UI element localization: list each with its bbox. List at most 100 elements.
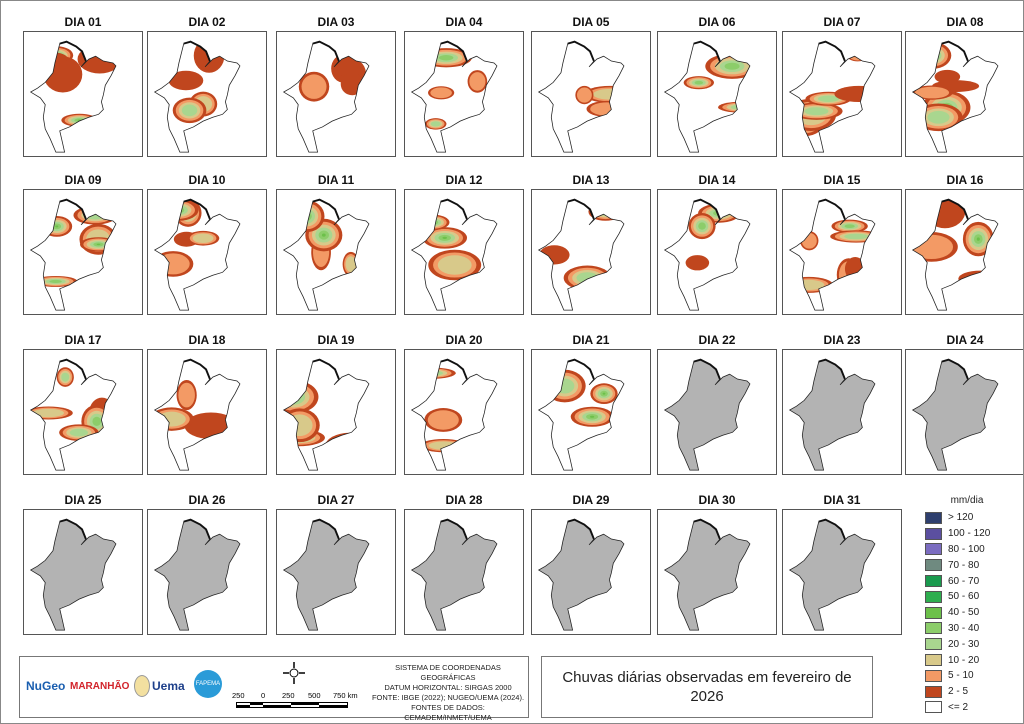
rain-area: [597, 207, 614, 216]
rain-area: [340, 72, 364, 96]
day-title: DIA 11: [317, 173, 355, 187]
rain-area: [55, 225, 59, 228]
rain-area: [218, 50, 227, 54]
maranhao-outline: [663, 41, 751, 153]
rain-area: [32, 408, 65, 418]
rain-area: [301, 74, 327, 99]
rain-area: [462, 279, 485, 288]
credit-line: FONTES DE DADOS: CEMADEM/INMET/UEMA: [404, 703, 492, 722]
day-title: DIA 03: [317, 15, 355, 29]
day-title: DIA 21: [572, 333, 610, 347]
day-map: [531, 31, 651, 157]
maranhao-outline: [537, 359, 625, 471]
maranhao-outline: [282, 199, 370, 311]
rain-area: [49, 279, 62, 283]
legend-item: 80 - 100: [925, 542, 1021, 558]
day-map: [404, 349, 524, 475]
day-map: [531, 189, 651, 315]
maranhao-outline: [282, 519, 370, 631]
day-map: [404, 189, 524, 315]
maranhao-outline: [537, 519, 625, 631]
rain-area: [421, 370, 443, 376]
day-map: [905, 31, 1023, 157]
legend-label: 20 - 30: [948, 638, 980, 650]
day-map: [782, 349, 902, 475]
maranhao-outline: [410, 519, 498, 631]
rain-area: [437, 255, 472, 275]
rain-area: [69, 428, 88, 437]
legend-swatch: [925, 622, 942, 635]
rain-area: [215, 49, 230, 56]
rain-area: [976, 237, 980, 241]
legend-label: 100 - 120: [948, 528, 991, 540]
day-map: [657, 509, 777, 635]
rain-area: [849, 52, 866, 61]
legend-swatch: [925, 590, 942, 603]
day-map: [276, 31, 396, 157]
rain-area: [429, 220, 439, 225]
day-map: [657, 31, 777, 157]
day-map: [905, 189, 1023, 315]
rain-area: [698, 222, 706, 230]
map-title-box: Chuvas diárias observadas em fevereiro d…: [541, 656, 873, 718]
rain-area: [321, 233, 326, 237]
map-credits: SISTEMA DE COORDENADAS GEOGRÁFICAS DATUM…: [370, 663, 526, 723]
day-title: DIA 20: [445, 333, 483, 347]
legend-item: 70 - 80: [925, 557, 1021, 573]
legend-swatch: [925, 638, 942, 651]
maranhao-outline: [282, 41, 370, 153]
scale-label: 0: [261, 691, 266, 700]
rain-area: [442, 236, 447, 239]
rain-area: [576, 272, 599, 284]
rain-area: [325, 432, 369, 460]
legend-label: 80 - 100: [948, 543, 985, 555]
legend-item: 60 - 70: [925, 573, 1021, 589]
day-map: [23, 349, 143, 475]
maranhao-outline: [788, 519, 876, 631]
legend-label: > 120: [948, 512, 974, 524]
legend-swatch: [925, 606, 942, 619]
day-title: DIA 02: [188, 15, 226, 29]
rain-area: [456, 277, 491, 290]
legend-item: 100 - 120: [925, 526, 1021, 542]
day-title: DIA 23: [823, 333, 861, 347]
legend-swatch: [925, 669, 942, 682]
legend-label: 40 - 50: [948, 607, 980, 619]
maranhao-outline: [29, 199, 117, 311]
scale-label: 500: [308, 691, 321, 700]
day-title: DIA 30: [698, 493, 736, 507]
maranhao-outline: [663, 519, 751, 631]
day-map: [23, 509, 143, 635]
rain-area: [539, 245, 570, 265]
credit-line: FONTE: IBGE (2022); NUGEO/UEMA (2024).: [371, 693, 525, 702]
maranhao-outline: [29, 519, 117, 631]
day-map: [23, 31, 143, 157]
day-title: DIA 07: [823, 15, 861, 29]
day-map: [147, 189, 267, 315]
day-title: DIA 05: [572, 15, 610, 29]
rain-area: [286, 414, 313, 437]
day-title: DIA 13: [572, 173, 610, 187]
maranhao-outline: [911, 41, 999, 153]
scale-bar: [236, 702, 348, 708]
legend-swatch: [925, 527, 942, 540]
day-title: DIA 04: [445, 15, 483, 29]
day-map: [147, 349, 267, 475]
rain-area: [305, 214, 309, 218]
day-map: [657, 189, 777, 315]
maranhao-outline: [153, 199, 241, 311]
legend-item: 10 - 20: [925, 652, 1021, 668]
rain-area: [92, 416, 102, 427]
north-arrow-icon: [283, 662, 305, 684]
nugeo-logo: NuGeo: [26, 679, 66, 693]
rain-area: [333, 437, 365, 455]
rain-area: [602, 392, 606, 395]
rain-area: [804, 107, 829, 116]
legend-item: <= 2: [925, 700, 1021, 716]
day-title: DIA 12: [445, 173, 483, 187]
day-map: [276, 349, 396, 475]
footer-info-box: NuGeo MARANHÃO Uema FAPEMA 250 0 250 500…: [19, 656, 529, 722]
day-map: [657, 349, 777, 475]
scale-label: 250: [282, 691, 295, 700]
